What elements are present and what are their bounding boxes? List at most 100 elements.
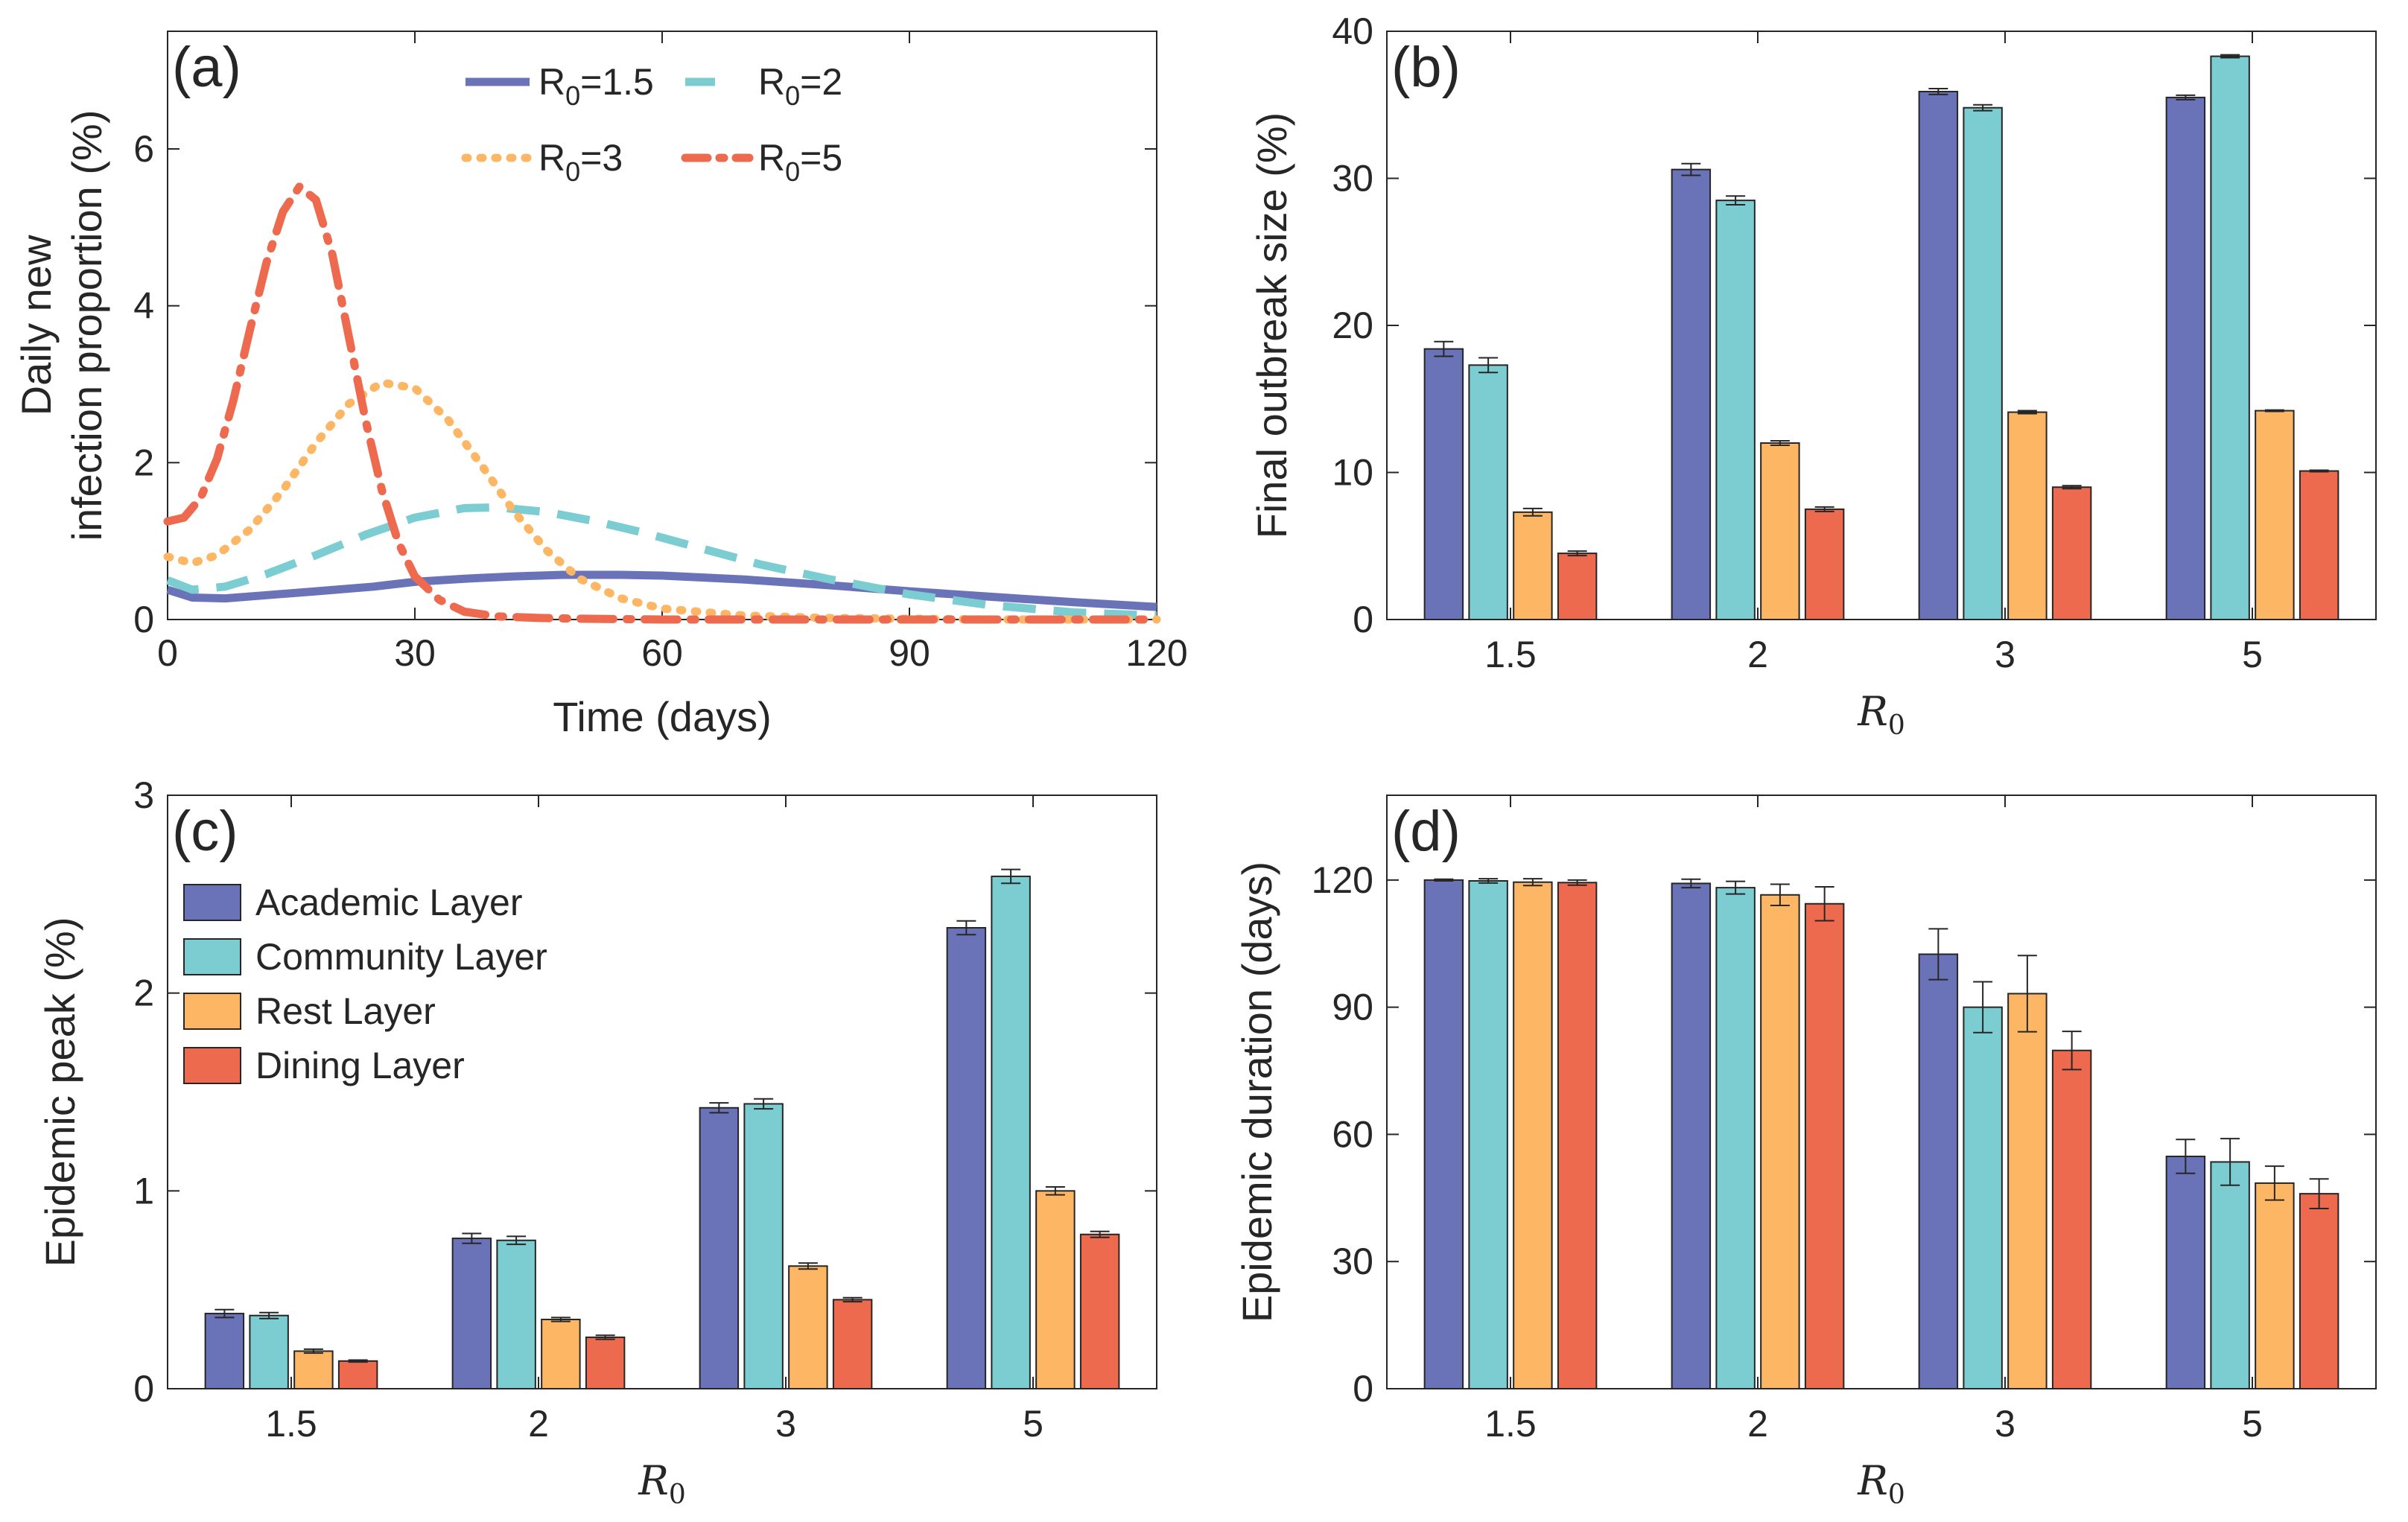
y-tick-label: 2: [133, 972, 154, 1014]
x-axis-label: R0: [1857, 688, 1905, 741]
bar-community-layer: [249, 1314, 289, 1390]
x-tick-label: 5: [1023, 1403, 1043, 1445]
panel-label: (b): [1391, 36, 1461, 99]
y-tick-label: 40: [1332, 10, 1373, 52]
legend-entry-main: R: [758, 61, 785, 103]
x-tick-label: 90: [889, 632, 930, 674]
y-tick-label: 120: [1312, 859, 1373, 901]
bar-academic-layer: [1671, 168, 1712, 620]
panel-label: (c): [172, 800, 238, 863]
x-axis-label-main: R: [638, 1457, 669, 1504]
bar-academic-layer: [1423, 879, 1464, 1390]
y-axis-label-line2: infection proportion (%): [63, 110, 110, 541]
bar-community-layer: [1468, 879, 1508, 1389]
x-axis-label-subscript: 0: [669, 1480, 686, 1510]
bar-dining-layer: [1557, 882, 1598, 1389]
bar-dining-layer: [832, 1299, 873, 1389]
y-axis-label: Epidemic duration (days): [1233, 862, 1280, 1322]
bar-community-layer: [1715, 200, 1756, 620]
bar-rest-layer: [541, 1319, 581, 1390]
bar-dining-layer: [2299, 470, 2339, 621]
legend-entry-rest: =2: [800, 61, 842, 103]
y-tick-label: 10: [1332, 452, 1373, 494]
bar-dining-layer: [2299, 1193, 2339, 1389]
bar-rest-layer: [2007, 411, 2048, 621]
bar-community-layer: [2210, 1161, 2250, 1389]
y-tick-label: 30: [1332, 1241, 1373, 1282]
y-tick-label: 3: [133, 774, 154, 816]
x-axis-label: R0: [1857, 1457, 1905, 1510]
legend-entry-rest: =5: [800, 137, 842, 179]
legend-entry-label: Community Layer: [255, 936, 547, 978]
x-tick-label: 3: [775, 1403, 796, 1445]
y-tick-label: 2: [133, 442, 154, 483]
plot-frame: [1386, 795, 2377, 1389]
x-axis-label-subscript: 0: [1888, 1480, 1905, 1510]
bar-dining-layer: [1804, 508, 1845, 620]
panel-label: (d): [1391, 800, 1461, 863]
y-tick-label: 90: [1332, 987, 1373, 1028]
y-tick-label: 0: [1353, 599, 1373, 640]
x-tick-label: 30: [394, 632, 436, 674]
x-axis-label: R0: [638, 1457, 686, 1510]
x-tick-label: 3: [1995, 634, 2015, 675]
legend-entry-main: R: [539, 137, 565, 179]
bar-rest-layer: [2007, 993, 2048, 1389]
y-tick-label: 4: [133, 285, 154, 327]
legend-entry-label: R0=3: [539, 137, 623, 187]
legend-entry-main: R: [539, 61, 565, 103]
bar-rest-layer: [2255, 1182, 2295, 1390]
x-tick-label: 3: [1995, 1403, 2015, 1445]
legend-entry-subscript: 0: [785, 80, 800, 111]
bar-rest-layer: [1513, 511, 1553, 621]
x-tick-label: 60: [641, 632, 683, 674]
legend-entry-label: Rest Layer: [255, 990, 436, 1032]
legend-swatch: [183, 993, 241, 1030]
y-tick-label: 60: [1332, 1113, 1373, 1155]
bar-academic-layer: [1918, 90, 1959, 621]
y-tick-label: 0: [133, 599, 154, 640]
x-tick-label: 1.5: [1484, 634, 1537, 675]
bar-dining-layer: [2051, 1049, 2092, 1389]
x-tick-label: 120: [1125, 632, 1187, 674]
legend-entry-label: R0=2: [758, 61, 842, 111]
legend-entry-label: Academic Layer: [255, 882, 523, 923]
y-tick-label: 20: [1332, 305, 1373, 346]
legend-entry-main: R: [758, 137, 785, 179]
plot-frame: [167, 795, 1157, 1389]
bar-community-layer: [2210, 55, 2250, 620]
legend-entry-rest: =1.5: [580, 61, 654, 103]
legend-swatch: [183, 884, 241, 921]
bar-rest-layer: [1035, 1190, 1076, 1390]
bar-academic-layer: [2165, 1156, 2206, 1389]
bar-community-layer: [1715, 887, 1756, 1389]
bar-rest-layer: [2255, 410, 2295, 620]
x-tick-label: 2: [1747, 1403, 1768, 1445]
bar-dining-layer: [337, 1360, 378, 1389]
bar-community-layer: [1468, 364, 1508, 620]
series-line-5: [163, 182, 1161, 624]
bar-academic-layer: [1423, 348, 1464, 620]
legend-entry-subscript: 0: [565, 80, 580, 111]
bar-dining-layer: [1557, 553, 1598, 620]
bar-rest-layer: [788, 1265, 828, 1389]
bar-rest-layer: [1760, 442, 1800, 620]
x-tick-label: 2: [528, 1403, 549, 1445]
legend-swatch: [183, 938, 241, 975]
x-tick-label: 0: [157, 632, 178, 674]
bar-community-layer: [991, 875, 1031, 1389]
bar-rest-layer: [293, 1350, 334, 1389]
bar-academic-layer: [1671, 882, 1712, 1389]
bar-academic-layer: [451, 1238, 492, 1390]
bar-academic-layer: [2165, 96, 2206, 620]
y-axis-label: Final outbreak size (%): [1248, 112, 1295, 539]
legend-entry-label: R0=5: [758, 137, 842, 187]
bar-dining-layer: [1804, 902, 1845, 1390]
bar-dining-layer: [1079, 1233, 1120, 1390]
legend-entry-label: R0=1.5: [539, 61, 654, 111]
